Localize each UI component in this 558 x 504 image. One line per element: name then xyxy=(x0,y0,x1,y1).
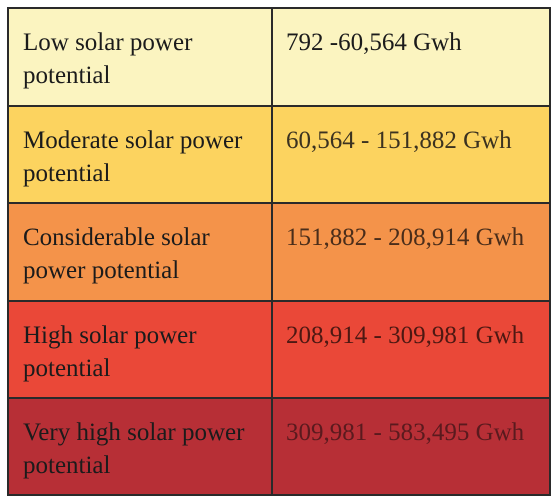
legend-row-low: Low solar power potential 792 -60,564 Gw… xyxy=(7,6,551,108)
legend-label-cell: High solar power potential xyxy=(7,299,273,399)
legend-row-high: High solar power potential 208,914 - 309… xyxy=(7,299,551,399)
legend-label-cell: Moderate solar power potential xyxy=(7,105,273,205)
legend-label-cell: Low solar power potential xyxy=(7,6,273,108)
legend-range-cell: 60,564 - 151,882 Gwh xyxy=(271,105,551,205)
legend-row-moderate: Moderate solar power potential 60,564 - … xyxy=(7,105,551,205)
legend-label-cell: Very high solar power potential xyxy=(7,396,273,497)
solar-potential-legend-table: Low solar power potential 792 -60,564 Gw… xyxy=(7,6,551,497)
legend-row-very-high: Very high solar power potential 309,981 … xyxy=(7,396,551,497)
legend-row-considerable: Considerable solar power potential 151,8… xyxy=(7,202,551,302)
legend-range-cell: 309,981 - 583,495 Gwh xyxy=(271,396,551,497)
legend-label-cell: Considerable solar power potential xyxy=(7,202,273,302)
legend-range-cell: 792 -60,564 Gwh xyxy=(271,6,551,108)
legend-range-cell: 208,914 - 309,981 Gwh xyxy=(271,299,551,399)
legend-range-cell: 151,882 - 208,914 Gwh xyxy=(271,202,551,302)
